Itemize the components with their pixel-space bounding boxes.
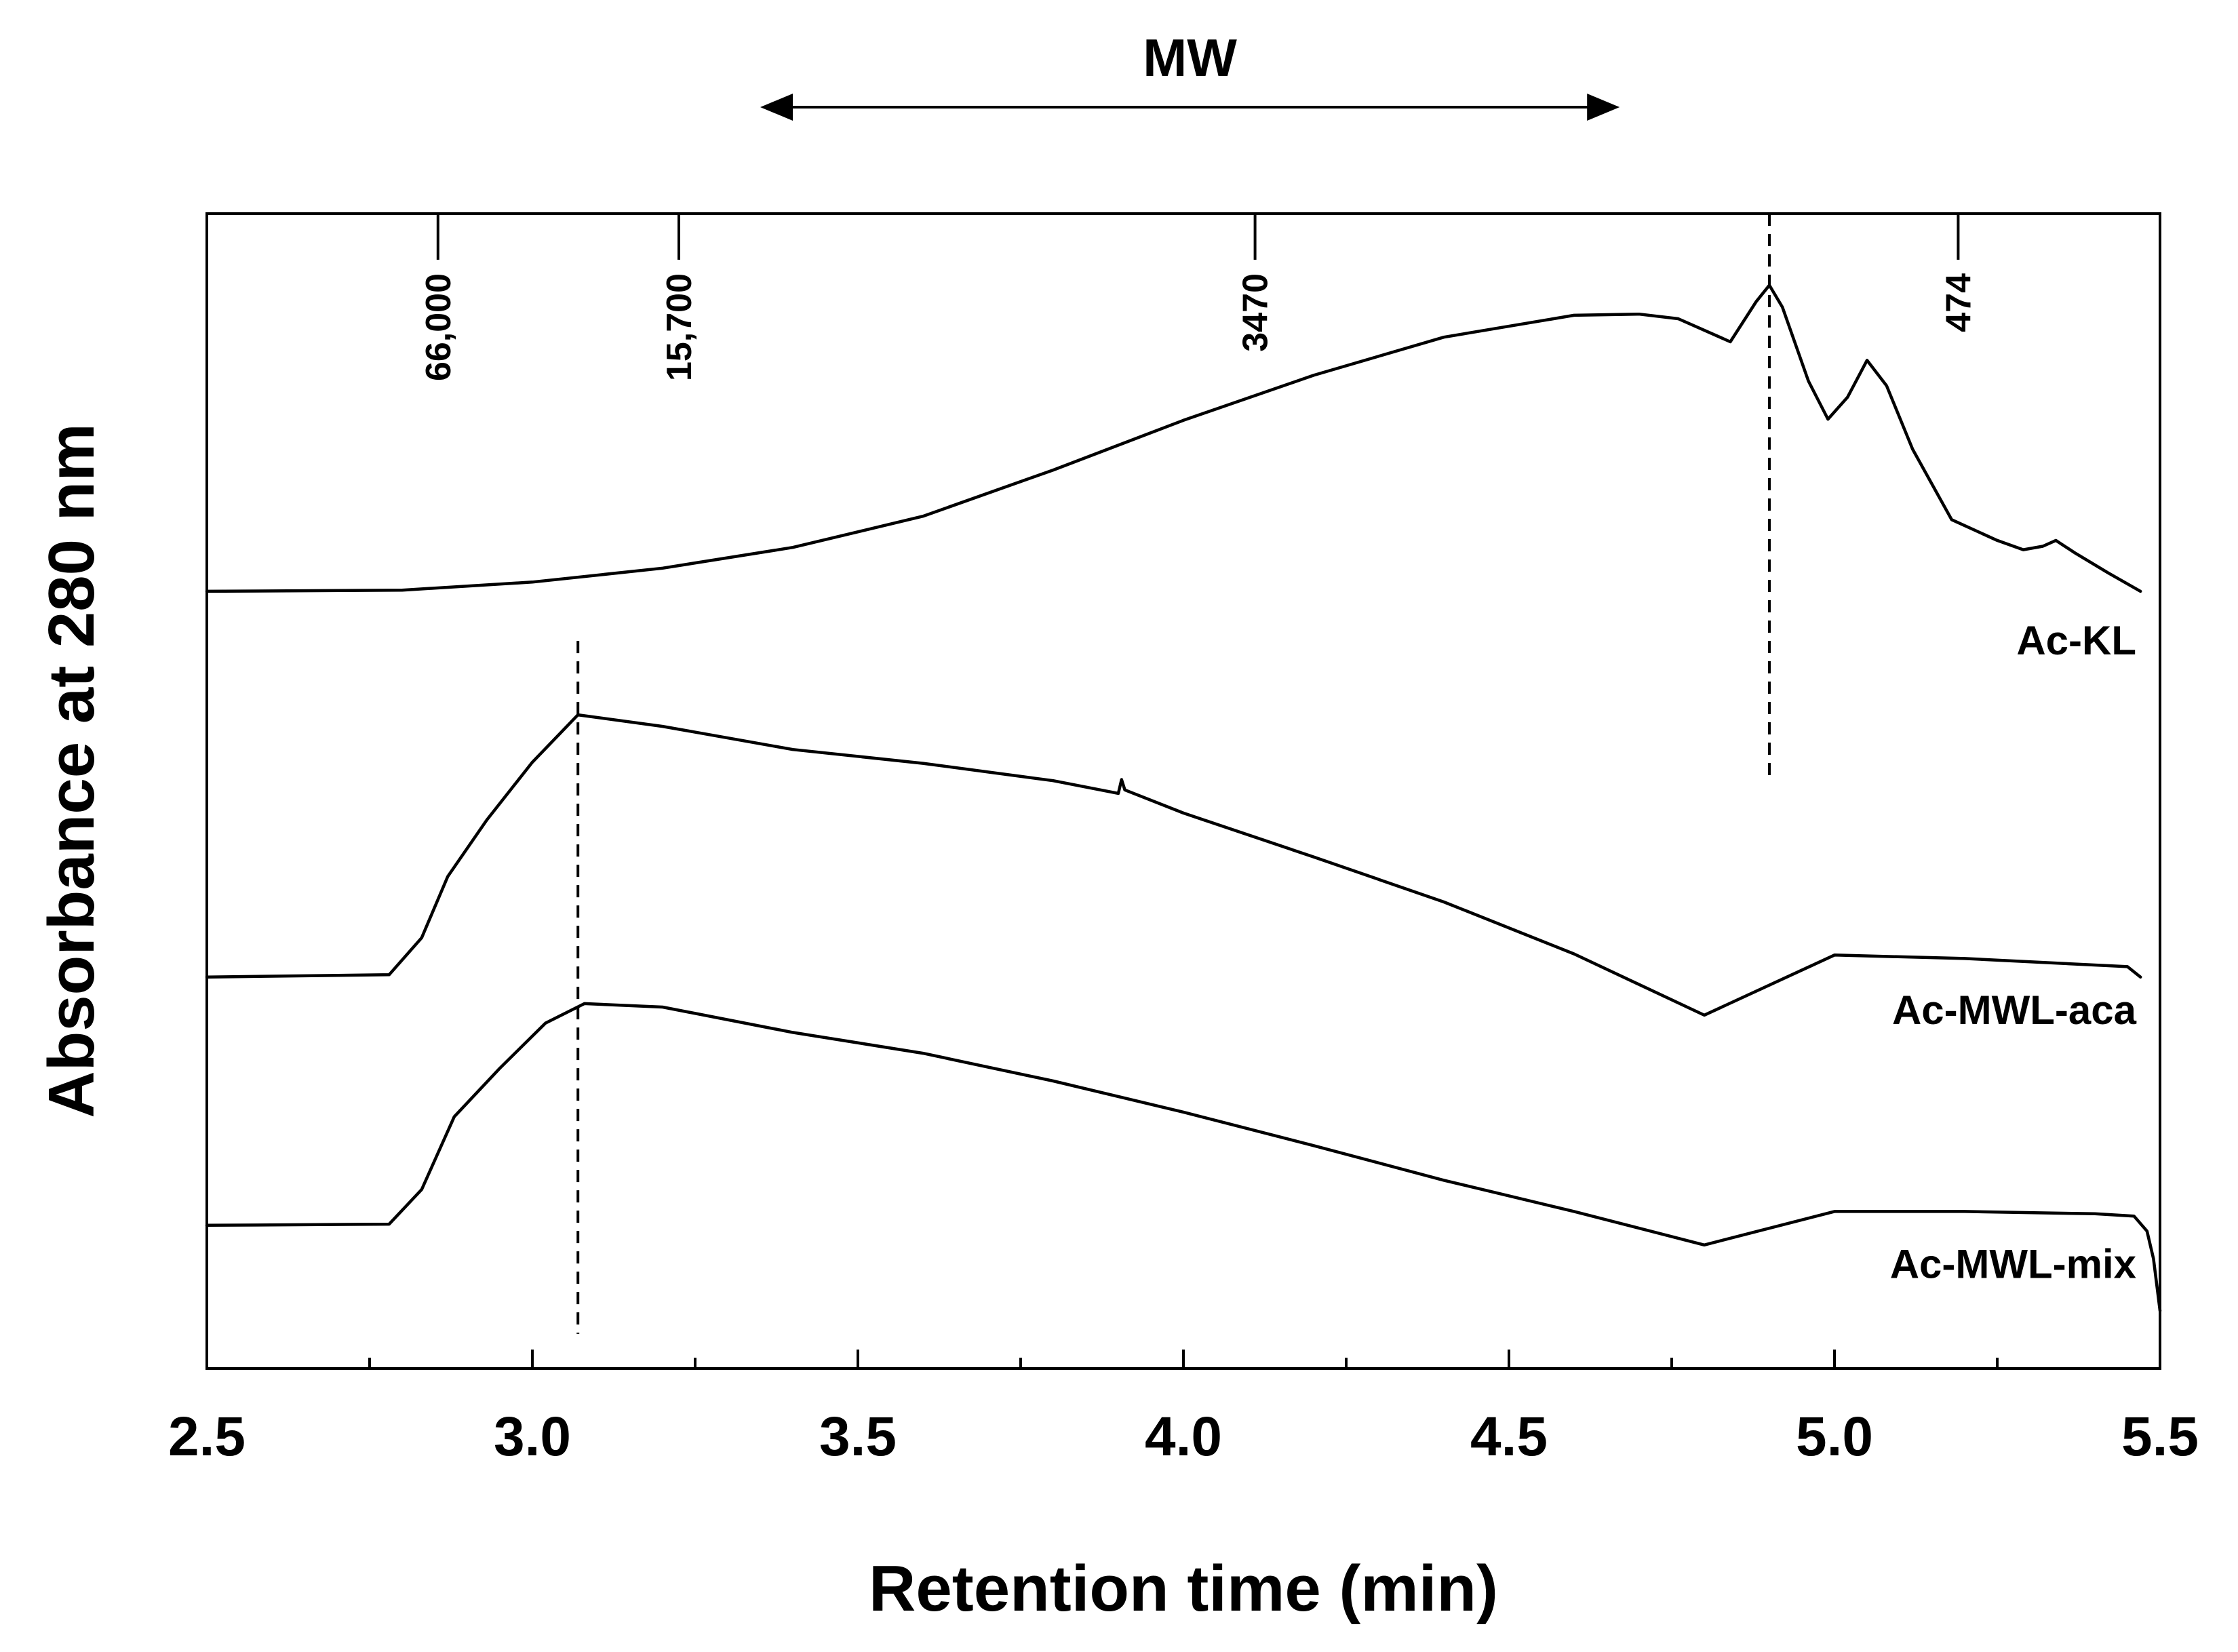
mw-standards-layer: 66,000 15,700 3470 474	[419, 214, 1978, 381]
series-label: Ac-MWL-aca	[1892, 987, 2137, 1033]
x-tick-label: 3.0	[494, 1406, 571, 1468]
series-labels-layer: Ac-KL Ac-MWL-aca Ac-MWL-mix	[1890, 618, 2137, 1287]
series-line-ac-mwl-mix	[205, 1002, 2162, 1313]
mw-standard-label: 15,700	[660, 273, 699, 381]
x-tick-label: 4.0	[1145, 1406, 1222, 1468]
reference-lines-layer	[576, 214, 1771, 1334]
plot-frame	[205, 212, 2161, 1370]
series-line-ac-kl	[205, 283, 2142, 593]
x-axis-ticks-layer: 2.5 3.0 3.5 4.0 4.5 5.0 5.5	[168, 1350, 2199, 1468]
x-tick-label: 5.5	[2121, 1406, 2199, 1468]
series-line-ac-mwl-aca	[205, 713, 2142, 1017]
x-tick-label: 2.5	[168, 1406, 246, 1468]
y-axis-title: Absorbance at 280 nm	[35, 423, 108, 1118]
x-tick-label: 4.5	[1470, 1406, 1548, 1468]
series-label: Ac-KL	[2016, 618, 2136, 663]
mw-standard-label: 474	[1939, 273, 1978, 332]
mw-range-annotation: MW	[760, 28, 1620, 121]
x-axis-title: Retention time (min)	[869, 1552, 1498, 1625]
plot-frame-layer	[205, 212, 2161, 1370]
series-layer	[205, 283, 2162, 1313]
mw-standard-label: 3470	[1236, 273, 1276, 352]
x-tick-label: 5.0	[1796, 1406, 1873, 1468]
x-tick-label: 3.5	[819, 1406, 897, 1468]
mw-arrow-left-head	[760, 94, 793, 121]
series-label: Ac-MWL-mix	[1890, 1242, 2136, 1287]
mw-arrow-right-head	[1587, 94, 1620, 121]
mw-standard-label: 66,000	[419, 273, 458, 381]
mw-label: MW	[1143, 28, 1237, 87]
